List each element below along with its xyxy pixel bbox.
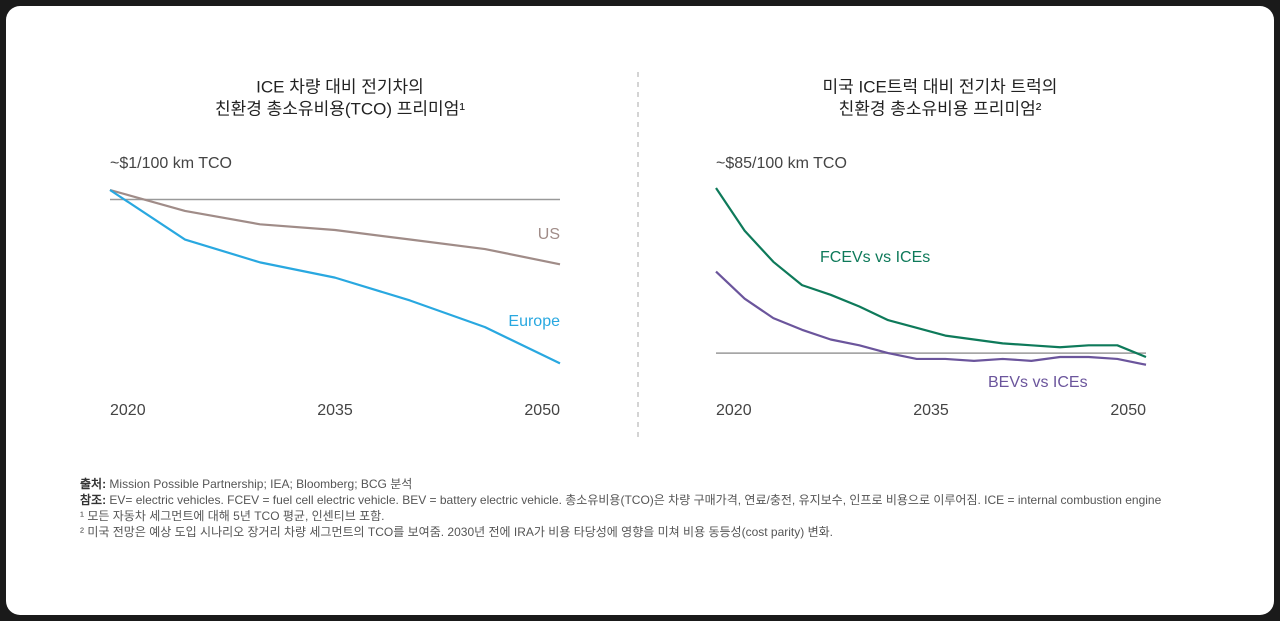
note-line: 참조: EV= electric vehicles. FCEV = fuel c… [80,492,1210,508]
series-label: US [538,226,560,243]
chart-title: 미국 ICE트럭 대비 전기차 트럭의 [823,77,1058,96]
x-tick-label: 2035 [317,402,353,419]
series-line [715,187,1147,359]
x-tick-label: 2020 [110,402,146,419]
source: Mission Possible Partnership; IEA; Bloom… [106,477,413,491]
x-tick-label: 2050 [1110,402,1146,419]
note: EV= electric vehicles. FCEV = fuel cell … [106,493,1162,507]
chart-title: 친환경 총소유비용(TCO) 프리미엄¹ [215,99,465,118]
series-line [109,188,561,266]
series-label: FCEVs vs ICEs [820,249,930,266]
series-label: BEVs vs ICEs [988,374,1088,391]
y-axis-label: ~$1/100 km TCO [110,155,232,172]
footnote: ¹ 모든 자동차 세그먼트에 대해 5년 TCO 평균, 인센티브 포함. [80,509,385,523]
source-label: 출처: [80,477,107,491]
source-line: 출처: Mission Possible Partnership; IEA; B… [80,476,1210,492]
x-tick-label: 2035 [913,402,949,419]
series-line [109,189,561,365]
x-tick-label: 2020 [716,402,752,419]
notes: 출처: Mission Possible Partnership; IEA; B… [80,476,1210,540]
chart-title: ICE 차량 대비 전기차의 [256,77,424,96]
x-tick-label: 2050 [524,402,560,419]
series-line [715,270,1147,366]
y-axis-label: ~$85/100 km TCO [716,155,847,172]
chart-title: 친환경 총소유비용 프리미엄² [839,99,1042,118]
note-label: 참조: [80,493,107,507]
footnote: ² 미국 전망은 예상 도입 시나리오 장거리 차량 세그먼트의 TCO를 보여… [80,525,834,539]
series-label: Europe [508,313,560,330]
